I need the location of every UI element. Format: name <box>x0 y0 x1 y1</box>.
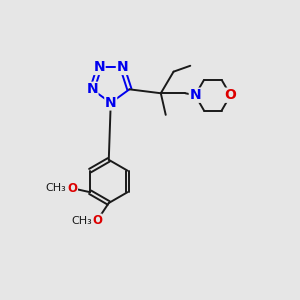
Text: N: N <box>116 60 128 74</box>
Text: O: O <box>225 88 236 102</box>
Text: O: O <box>92 214 102 227</box>
Text: CH₃: CH₃ <box>71 216 92 226</box>
Text: CH₃: CH₃ <box>45 183 66 193</box>
Text: N: N <box>86 82 98 96</box>
Text: N: N <box>105 96 117 110</box>
Text: O: O <box>68 182 77 195</box>
Text: N: N <box>189 88 201 102</box>
Text: N: N <box>93 60 105 74</box>
